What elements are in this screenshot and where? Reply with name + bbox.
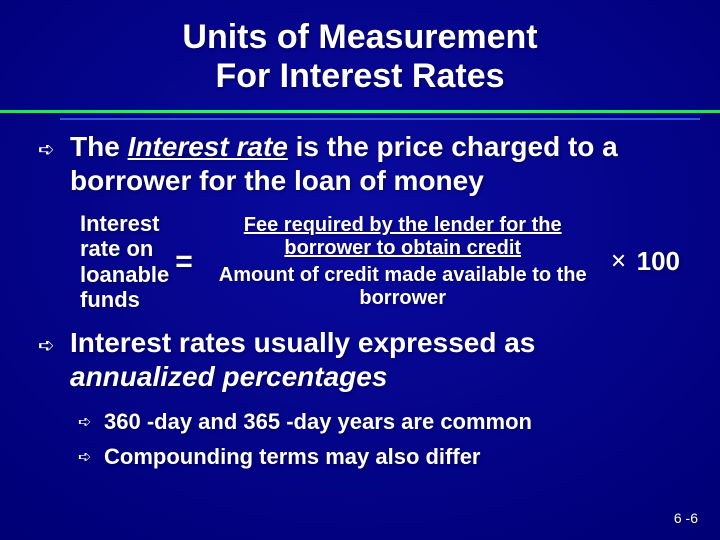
arrow-icon: ➪ — [38, 333, 55, 358]
arrow-icon: ➪ — [78, 447, 91, 467]
formula-equals: = — [169, 245, 205, 279]
bullet-1-prefix: The — [70, 131, 128, 162]
sub-bullet-1-text: 360 -day and 365 -day years are common — [104, 408, 680, 436]
bullet-1: ➪ The Interest rate is the price charged… — [70, 130, 680, 197]
slide-content: ➪ The Interest rate is the price charged… — [0, 130, 720, 477]
page-number: 6 -6 — [674, 510, 698, 526]
formula-numerator: Fee required by the lender for the borro… — [205, 214, 601, 262]
slide-title: Units of Measurement For Interest Rates — [0, 18, 720, 96]
bullet-1-term: Interest rate — [128, 131, 288, 162]
title-line-2: For Interest Rates — [215, 57, 504, 95]
formula-lhs: Interest rate on loanable funds — [80, 211, 169, 312]
bullet-2: ➪ Interest rates usually expressed as an… — [70, 326, 680, 393]
arrow-icon: ➪ — [38, 137, 55, 162]
sub-bullet-2: ➪ Compounding terms may also differ — [104, 443, 680, 471]
formula-times: × — [601, 246, 637, 278]
divider-green — [0, 110, 720, 113]
bullet-2-tail: annualized percentages — [70, 361, 387, 392]
sub-bullet-2-text: Compounding terms may also differ — [104, 443, 680, 471]
formula: Interest rate on loanable funds = Fee re… — [80, 211, 680, 312]
arrow-icon: ➪ — [78, 412, 91, 432]
bullet-2-text: Interest rates usually expressed as annu… — [70, 326, 680, 393]
bullet-2-prefix: Interest rates usually expressed as — [70, 327, 535, 358]
sub-bullet-1: ➪ 360 -day and 365 -day years are common — [104, 408, 680, 436]
title-line-1: Units of Measurement — [182, 18, 537, 56]
formula-denominator: Amount of credit made available to the b… — [205, 262, 601, 310]
formula-fraction: Fee required by the lender for the borro… — [205, 214, 601, 310]
bullet-1-text: The Interest rate is the price charged t… — [70, 130, 680, 197]
divider-blue — [60, 118, 700, 120]
formula-multiplier: 100 — [637, 246, 680, 277]
